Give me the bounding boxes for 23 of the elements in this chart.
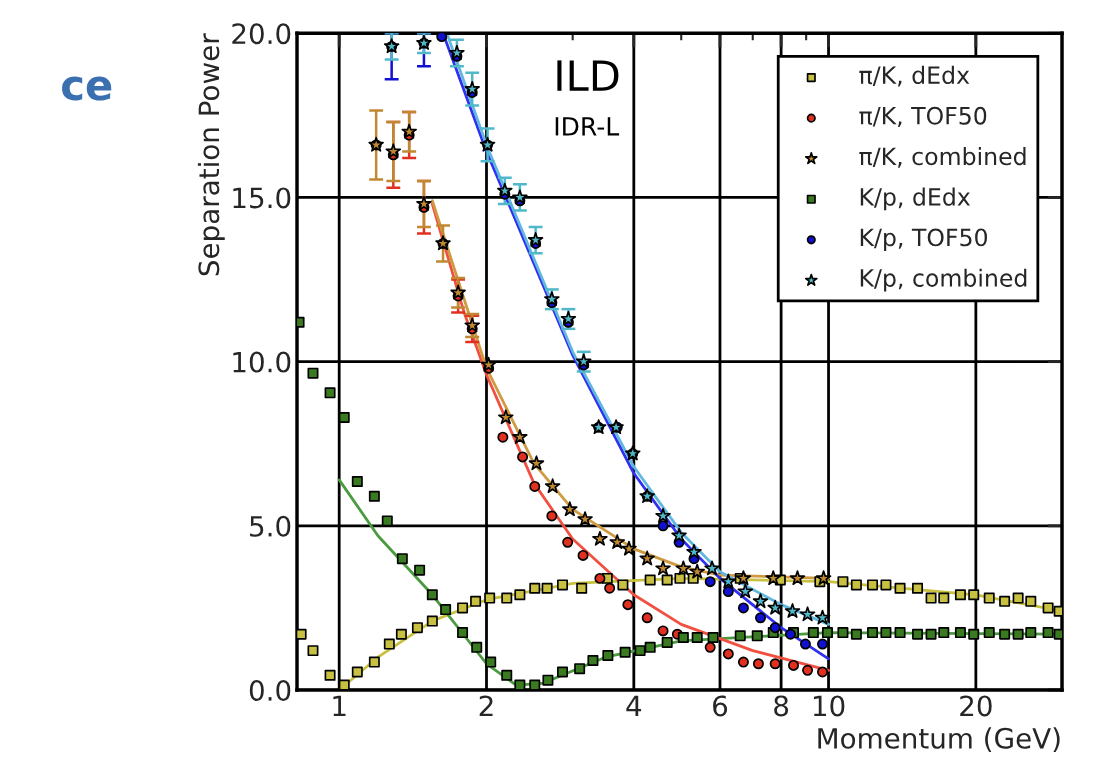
annotation: IDR-L bbox=[555, 117, 620, 136]
y-tick-label: 0.0 bbox=[249, 679, 291, 701]
y-tick-label: 15.0 bbox=[233, 187, 291, 209]
y-tick-label: 20.0 bbox=[232, 23, 291, 45]
x-tick-label: 10 bbox=[813, 695, 845, 717]
annotation: ILD bbox=[557, 60, 619, 91]
x-tick-label: 1 bbox=[333, 695, 346, 716]
legend-label: K/p, TOF50 bbox=[860, 228, 988, 251]
x-tick-label: 2 bbox=[479, 695, 493, 716]
legend-label: π/K, TOF50 bbox=[859, 106, 987, 128]
legend-label: K/p, dEdx bbox=[860, 187, 971, 211]
x-tick-label: 6 bbox=[713, 695, 728, 717]
legend-label: K/p, combined bbox=[860, 268, 1027, 292]
x-tick-label: 4 bbox=[626, 695, 642, 716]
x-tick-label: 8 bbox=[774, 695, 789, 717]
text: ce bbox=[62, 76, 112, 101]
y-axis-title: Separation Power bbox=[197, 33, 225, 276]
legend-label: π/K, dEdx bbox=[859, 65, 970, 87]
x-axis-title: Momentum (GeV) bbox=[818, 727, 1060, 753]
y-tick-label: 10.0 bbox=[233, 351, 291, 373]
legend-label: π/K, combined bbox=[859, 146, 1026, 168]
x-tick-label: 20 bbox=[960, 695, 992, 717]
y-tick-label: 5.0 bbox=[250, 515, 291, 537]
